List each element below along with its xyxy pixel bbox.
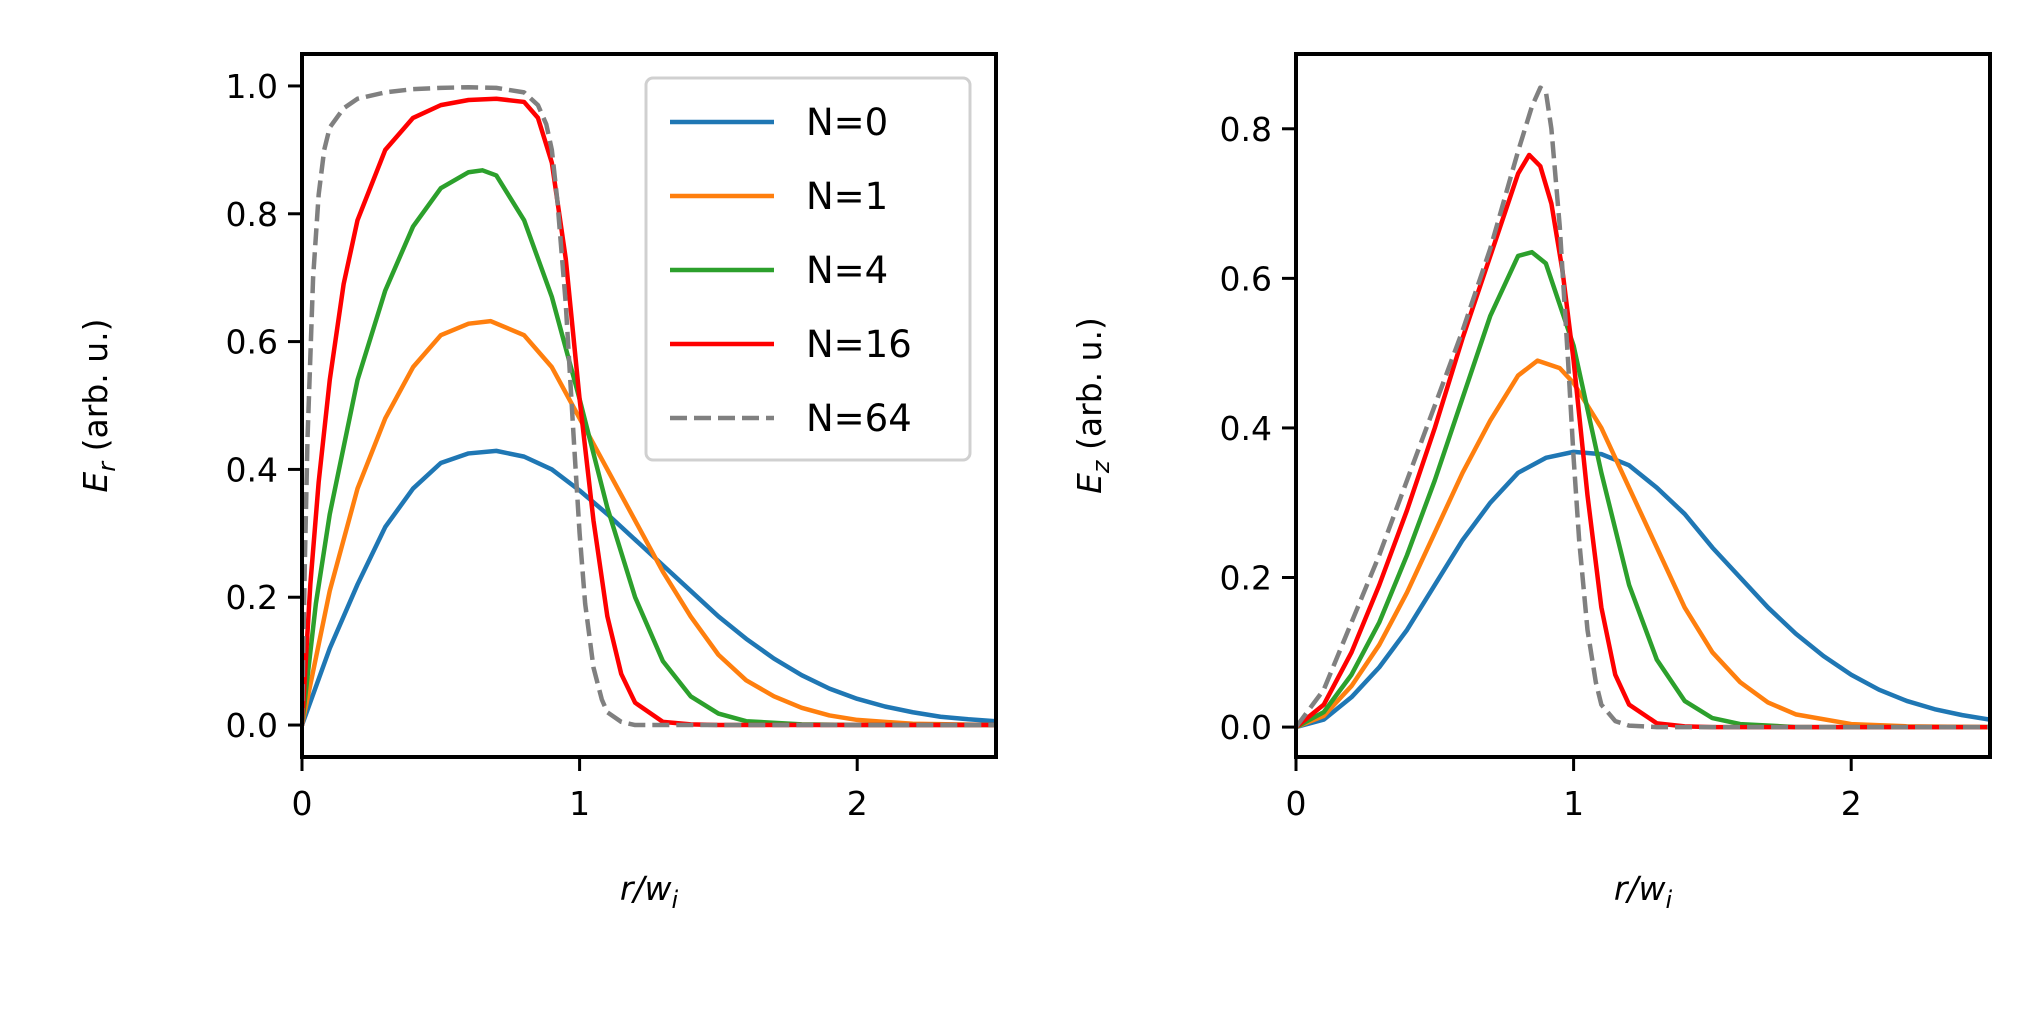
left-series-line-n4 — [302, 168, 996, 728]
left-x-tick-label: 1 — [569, 784, 590, 823]
right-y-axis-label: Ez (arb. u.) — [1070, 317, 1115, 494]
right-plot-frame — [1294, 52, 1992, 759]
right-y-tick-label: 0.0 — [1220, 708, 1272, 747]
legend-label: N=64 — [806, 397, 912, 440]
left-y-tick-label: 1.0 — [226, 67, 278, 106]
left-y-tick-label: 0.4 — [226, 450, 278, 489]
right-axis-ticks: 0 1 2 0.0 0.2 0.4 0.6 0.8 — [1220, 110, 1862, 823]
left-series-line-n16 — [302, 96, 996, 728]
left-series-line-n1 — [302, 318, 996, 728]
right-y-tick-label: 0.2 — [1220, 559, 1272, 598]
right-y-tick-label: 0.6 — [1220, 259, 1272, 298]
left-x-tick-label: 2 — [847, 784, 868, 823]
legend-box — [644, 76, 972, 462]
left-y-tick-label: 0.2 — [226, 578, 278, 617]
right-series-layer — [1296, 85, 1990, 730]
left-y-tick-label: 0.6 — [226, 323, 278, 362]
left-y-tick-label: 0.8 — [226, 195, 278, 234]
left-x-tick-label: 0 — [292, 784, 313, 823]
left-y-axis-label: Er (arb. u.) — [76, 318, 121, 492]
right-y-tick-label: 0.8 — [1220, 110, 1272, 149]
right-series-line-n64 — [1296, 85, 1990, 730]
left-chart-panel: 0 1 20.00.20.40.60.81.0 r/wi Er (arb. u.) … — [76, 52, 998, 914]
left-series-layer — [302, 84, 996, 728]
right-series-line-n4 — [1296, 249, 1990, 730]
left-series-line-n64 — [302, 84, 996, 728]
left-series-line-n0 — [302, 448, 996, 728]
right-series-line-n1 — [1296, 358, 1990, 730]
legend-label: N=4 — [806, 249, 888, 292]
right-y-tick-label: 0.4 — [1220, 409, 1272, 448]
right-x-tick-label: 0 — [1286, 784, 1307, 823]
right-x-axis-label: r/wi — [1614, 869, 1673, 914]
right-x-tick-label: 1 — [1563, 784, 1584, 823]
right-x-tick-label: 2 — [1841, 784, 1862, 823]
left-axis-ticks: 0 1 2 0.0 0.2 0.4 0.6 0.8 1.0 — [226, 67, 868, 823]
right-series-line-n0 — [1296, 449, 1990, 730]
left-y-tick-label: 0.0 — [226, 706, 278, 745]
legend-label: N=16 — [806, 323, 912, 366]
right-chart-panel: 0 1 2 0.0 0.2 0.4 0.6 0.8 r/wi Ez (arb. u.) — [1070, 52, 1992, 914]
right-series-line-n16 — [1296, 152, 1990, 730]
legend-label: N=0 — [806, 101, 888, 144]
legend: N=0 N=1 N=4 N=16 N=64 — [644, 76, 972, 462]
left-plot-frame — [300, 52, 998, 759]
legend-label: N=1 — [806, 175, 888, 218]
left-x-axis-label: r/wi — [620, 869, 679, 914]
